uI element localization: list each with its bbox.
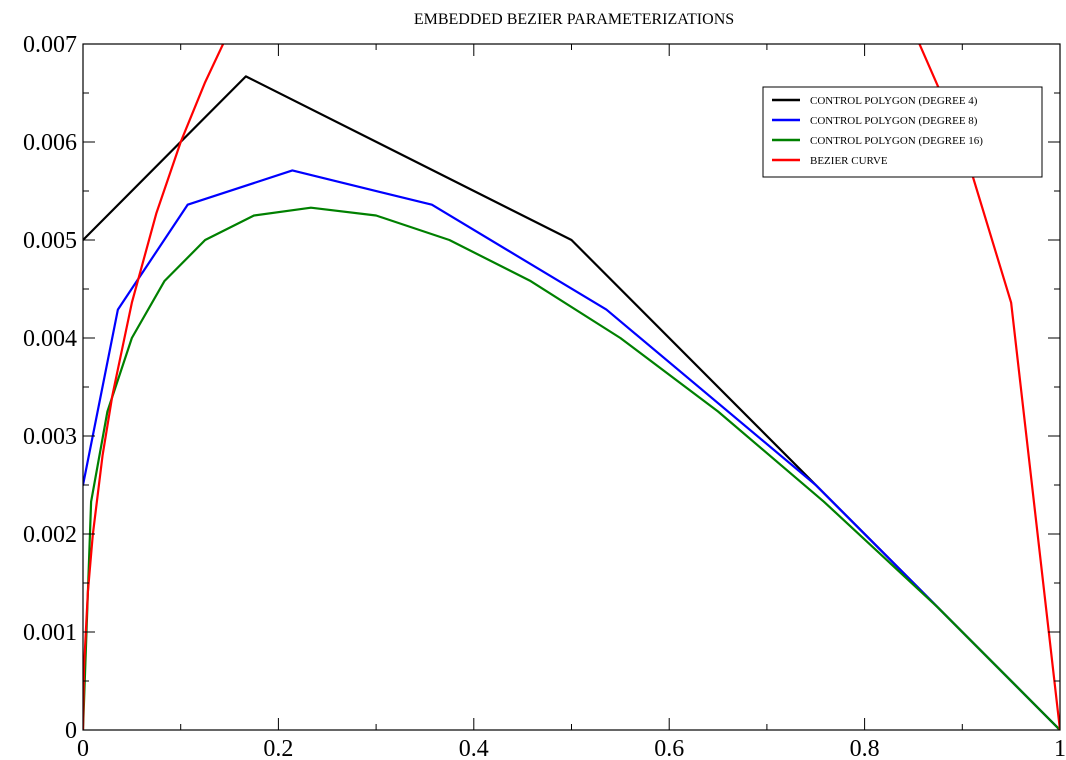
legend-box <box>762 86 1043 178</box>
legend-label-4: BEZIER CURVE <box>810 155 888 167</box>
series-line-4 <box>83 44 1060 730</box>
plot-area: 0 0.2 0.4 0.6 0.8 1 0 0.001 0.002 0.003 0.004 0.005… <box>23 32 1066 760</box>
y-tick-label: 0.004 <box>23 326 77 352</box>
x-tick-label: 1 <box>1054 736 1066 760</box>
y-tick-label: 0.001 <box>23 620 77 646</box>
legend: CONTROL POLYGON (DEGREE 4) CONTROL POLYGO… <box>762 86 1043 178</box>
x-tick-label: 0.2 <box>263 736 293 760</box>
x-tick-label: 0.8 <box>850 736 880 760</box>
series-line-3 <box>83 206 1060 730</box>
x-tick-label: 0 <box>77 736 89 760</box>
legend-label-3: CONTROL POLYGON (DEGREE 16) <box>810 135 983 147</box>
y-tick-label: 0.003 <box>23 424 77 450</box>
y-tick-label: 0.002 <box>23 522 77 548</box>
x-tick-label: 0.4 <box>459 736 489 760</box>
legend-label-2: CONTROL POLYGON (DEGREE 8) <box>810 115 978 127</box>
y-tick-label: 0.007 <box>23 32 77 58</box>
chart-title: EMBEDDED BEZIER PARAMETERIZATIONS <box>414 11 734 28</box>
series-group <box>83 44 1060 730</box>
x-tick-label: 0.6 <box>654 736 684 760</box>
legend-label-1: CONTROL POLYGON (DEGREE 4) <box>810 95 978 107</box>
y-tick-label: 0.006 <box>23 130 77 156</box>
series-line-2 <box>83 169 1060 730</box>
y-tick-label: 0.005 <box>23 228 77 254</box>
y-tick-label: 0 <box>65 718 77 744</box>
